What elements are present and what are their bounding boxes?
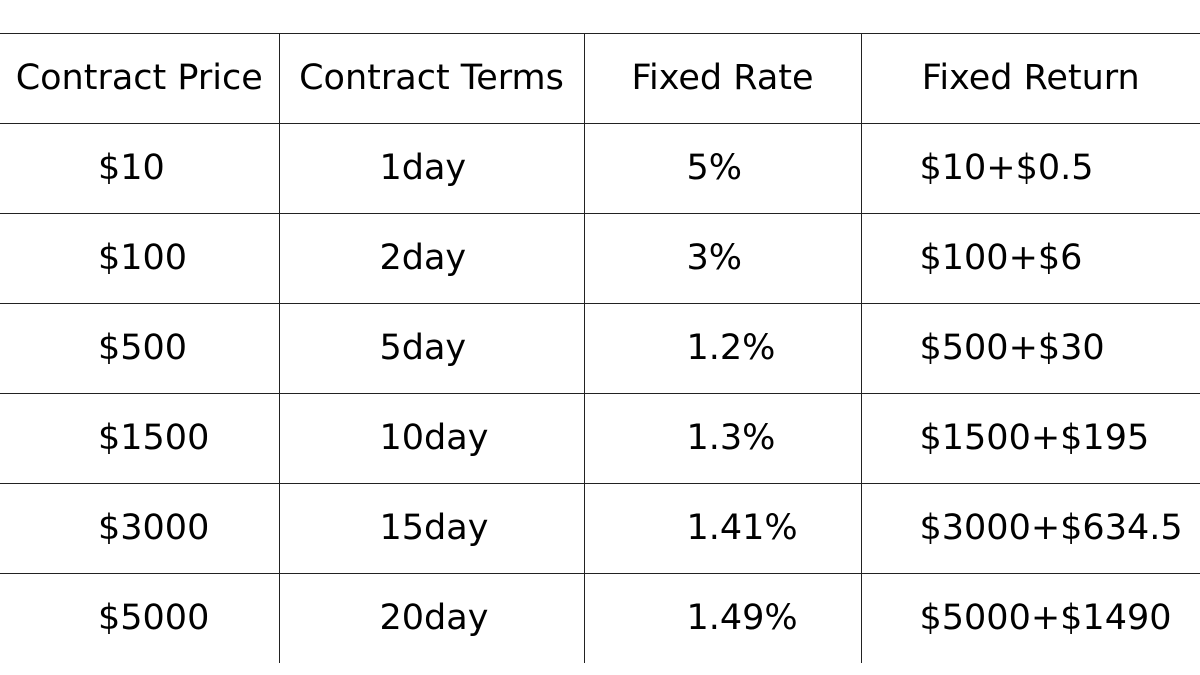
cell-fixed-rate: 1.41% <box>583 483 862 574</box>
cell-fixed-rate: 1.2% <box>583 303 862 394</box>
cell-fixed-rate: 3% <box>583 213 862 304</box>
cell-fixed-rate: 1.3% <box>583 393 862 484</box>
cell-fixed-return: $5000+$1490 <box>860 573 1200 663</box>
table-row: $10 1day 5% $10+$0.5 <box>0 123 1200 214</box>
header-fixed-rate: Fixed Rate <box>583 33 862 124</box>
cell-contract-price: $500 <box>0 303 280 394</box>
header-contract-terms: Contract Terms <box>278 33 585 124</box>
header-contract-price: Contract Price <box>0 33 280 124</box>
cell-fixed-return: $3000+$634.5 <box>860 483 1200 574</box>
table-row: $1500 10day 1.3% $1500+$195 <box>0 393 1200 484</box>
cell-fixed-return: $1500+$195 <box>860 393 1200 484</box>
header-fixed-return: Fixed Return <box>860 33 1200 124</box>
contract-table-container: Contract Price Contract Terms Fixed Rate… <box>0 33 1200 675</box>
cell-contract-price: $100 <box>0 213 280 304</box>
cell-contract-price: $10 <box>0 123 280 214</box>
cell-contract-terms: 15day <box>278 483 585 574</box>
contract-table: Contract Price Contract Terms Fixed Rate… <box>0 33 1200 663</box>
cell-fixed-return: $10+$0.5 <box>860 123 1200 214</box>
cell-fixed-rate: 1.49% <box>583 573 862 663</box>
cell-fixed-return: $500+$30 <box>860 303 1200 394</box>
cell-contract-price: $5000 <box>0 573 280 663</box>
cell-contract-terms: 5day <box>278 303 585 394</box>
cell-contract-price: $1500 <box>0 393 280 484</box>
cell-contract-terms: 10day <box>278 393 585 484</box>
cell-contract-terms: 1day <box>278 123 585 214</box>
table-row: $100 2day 3% $100+$6 <box>0 213 1200 304</box>
table-header-row: Contract Price Contract Terms Fixed Rate… <box>0 33 1200 124</box>
table-row: $5000 20day 1.49% $5000+$1490 <box>0 573 1200 663</box>
cell-fixed-return: $100+$6 <box>860 213 1200 304</box>
table-row: $3000 15day 1.41% $3000+$634.5 <box>0 483 1200 574</box>
cell-fixed-rate: 5% <box>583 123 862 214</box>
cell-contract-terms: 20day <box>278 573 585 663</box>
table-row: $500 5day 1.2% $500+$30 <box>0 303 1200 394</box>
cell-contract-terms: 2day <box>278 213 585 304</box>
cell-contract-price: $3000 <box>0 483 280 574</box>
